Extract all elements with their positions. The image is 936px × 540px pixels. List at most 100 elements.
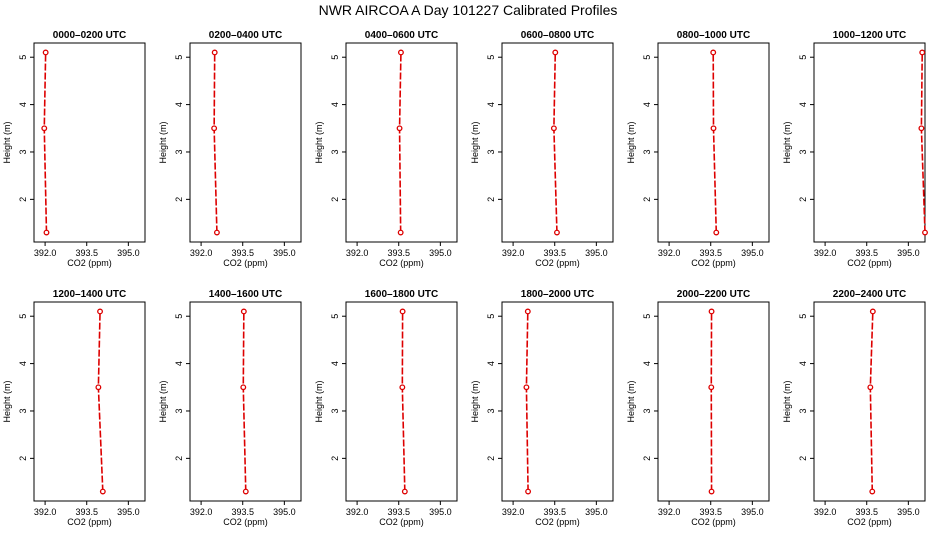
x-tick-label: 395.0 (585, 248, 608, 258)
x-tick-label: 393.5 (387, 507, 410, 517)
x-tick-label: 392.0 (502, 248, 525, 258)
chart-title: NWR AIRCOA A Day 101227 Calibrated Profi… (318, 2, 618, 18)
data-point (918, 125, 925, 132)
profile-line (43, 52, 48, 233)
profile-line (213, 52, 218, 233)
x-axis-label: CO2 (ppm) (691, 517, 736, 527)
x-tick-label: 392.0 (190, 248, 213, 258)
data-point (99, 488, 106, 495)
plot-frame (501, 42, 614, 243)
y-tick-label: 5 (330, 314, 340, 319)
y-tick-label: 3 (486, 408, 496, 413)
panel-title: 0000–0200 UTC (53, 30, 126, 41)
x-axis-label: CO2 (ppm) (379, 517, 424, 527)
y-tick-label: 5 (642, 55, 652, 60)
y-tick-label: 5 (18, 55, 28, 60)
x-tick-label: 393.5 (699, 248, 722, 258)
y-tick-label: 5 (174, 55, 184, 60)
x-tick-label: 395.0 (429, 507, 452, 517)
x-tick-label: 393.5 (855, 248, 878, 258)
y-tick-label: 4 (330, 361, 340, 366)
profile-panel: 0200–0400 UTC 392.0 393.5 395.0 CO2 (ppm) 2 3 4… (158, 30, 302, 268)
x-tick-label: 395.0 (741, 507, 764, 517)
x-axis-label: CO2 (ppm) (535, 517, 580, 527)
x-tick-label: 393.5 (231, 507, 254, 517)
x-tick-label: 392.0 (502, 507, 525, 517)
data-point (708, 488, 715, 495)
y-tick-label: 4 (642, 361, 652, 366)
x-axis-label: CO2 (ppm) (847, 258, 892, 268)
plot-frame (345, 301, 458, 502)
x-tick-label: 393.5 (75, 248, 98, 258)
data-point (397, 229, 404, 236)
x-tick-label: 393.5 (231, 248, 254, 258)
y-tick-label: 3 (330, 149, 340, 154)
y-axis-label: Height (m) (782, 121, 792, 163)
profile-line (398, 52, 402, 233)
y-tick-label: 4 (486, 102, 496, 107)
data-point (708, 384, 715, 391)
y-axis-label: Height (m) (782, 380, 792, 422)
y-tick-label: 5 (174, 314, 184, 319)
y-tick-label: 5 (798, 55, 808, 60)
data-point (867, 384, 874, 391)
y-tick-label: 2 (798, 197, 808, 202)
plot-frame (189, 42, 302, 243)
x-tick-label: 393.5 (855, 507, 878, 517)
x-tick-label: 393.5 (699, 507, 722, 517)
y-tick-label: 2 (18, 197, 28, 202)
y-tick-label: 3 (642, 149, 652, 154)
y-tick-label: 2 (642, 197, 652, 202)
y-tick-label: 2 (486, 456, 496, 461)
x-tick-label: 392.0 (190, 507, 213, 517)
y-tick-label: 5 (330, 55, 340, 60)
data-point (524, 308, 531, 315)
panel-title: 0400–0600 UTC (365, 30, 438, 41)
x-tick-label: 392.0 (658, 248, 681, 258)
x-tick-label: 395.0 (897, 507, 920, 517)
y-tick-label: 4 (18, 361, 28, 366)
y-axis-label: Height (m) (470, 121, 480, 163)
profile-panel: 1200–1400 UTC 392.0 393.5 395.0 CO2 (ppm) 2 3 4… (2, 289, 146, 527)
y-tick-label: 4 (174, 102, 184, 107)
profile-panel: 2200–2400 UTC 392.0 393.5 395.0 CO2 (ppm) 2 3 4… (782, 289, 926, 527)
data-point (397, 49, 404, 56)
profile-line (869, 311, 874, 492)
plot-frame (657, 301, 770, 502)
data-point (713, 229, 720, 236)
y-tick-label: 2 (798, 456, 808, 461)
y-tick-label: 3 (18, 408, 28, 413)
y-tick-label: 2 (174, 197, 184, 202)
x-tick-label: 392.0 (658, 507, 681, 517)
y-tick-label: 3 (642, 408, 652, 413)
profile-line (553, 52, 558, 233)
plot-frame (33, 42, 146, 243)
x-tick-label: 395.0 (897, 248, 920, 258)
plot-frame (657, 42, 770, 243)
y-tick-label: 5 (642, 314, 652, 319)
plot-frame (501, 301, 614, 502)
x-tick-label: 393.5 (543, 507, 566, 517)
x-tick-label: 393.5 (75, 507, 98, 517)
data-point (710, 125, 717, 132)
data-point (211, 125, 218, 132)
data-point (399, 308, 406, 315)
x-axis-label: CO2 (ppm) (67, 517, 112, 527)
x-tick-label: 395.0 (117, 248, 140, 258)
data-point (922, 229, 928, 236)
x-tick-label: 395.0 (585, 507, 608, 517)
x-tick-label: 393.5 (543, 248, 566, 258)
y-tick-label: 2 (330, 197, 340, 202)
plot-frame (33, 301, 146, 502)
data-point (41, 125, 48, 132)
x-tick-label: 392.0 (346, 507, 369, 517)
profile-panel: 0800–1000 UTC 392.0 393.5 395.0 CO2 (ppm) 2 3 4… (626, 30, 770, 268)
plot-frame (813, 301, 926, 502)
data-point (919, 49, 926, 56)
x-tick-label: 392.0 (814, 248, 837, 258)
y-axis-label: Height (m) (470, 380, 480, 422)
x-tick-label: 392.0 (34, 507, 57, 517)
panel-title: 0200–0400 UTC (209, 30, 282, 41)
x-axis-label: CO2 (ppm) (223, 517, 268, 527)
